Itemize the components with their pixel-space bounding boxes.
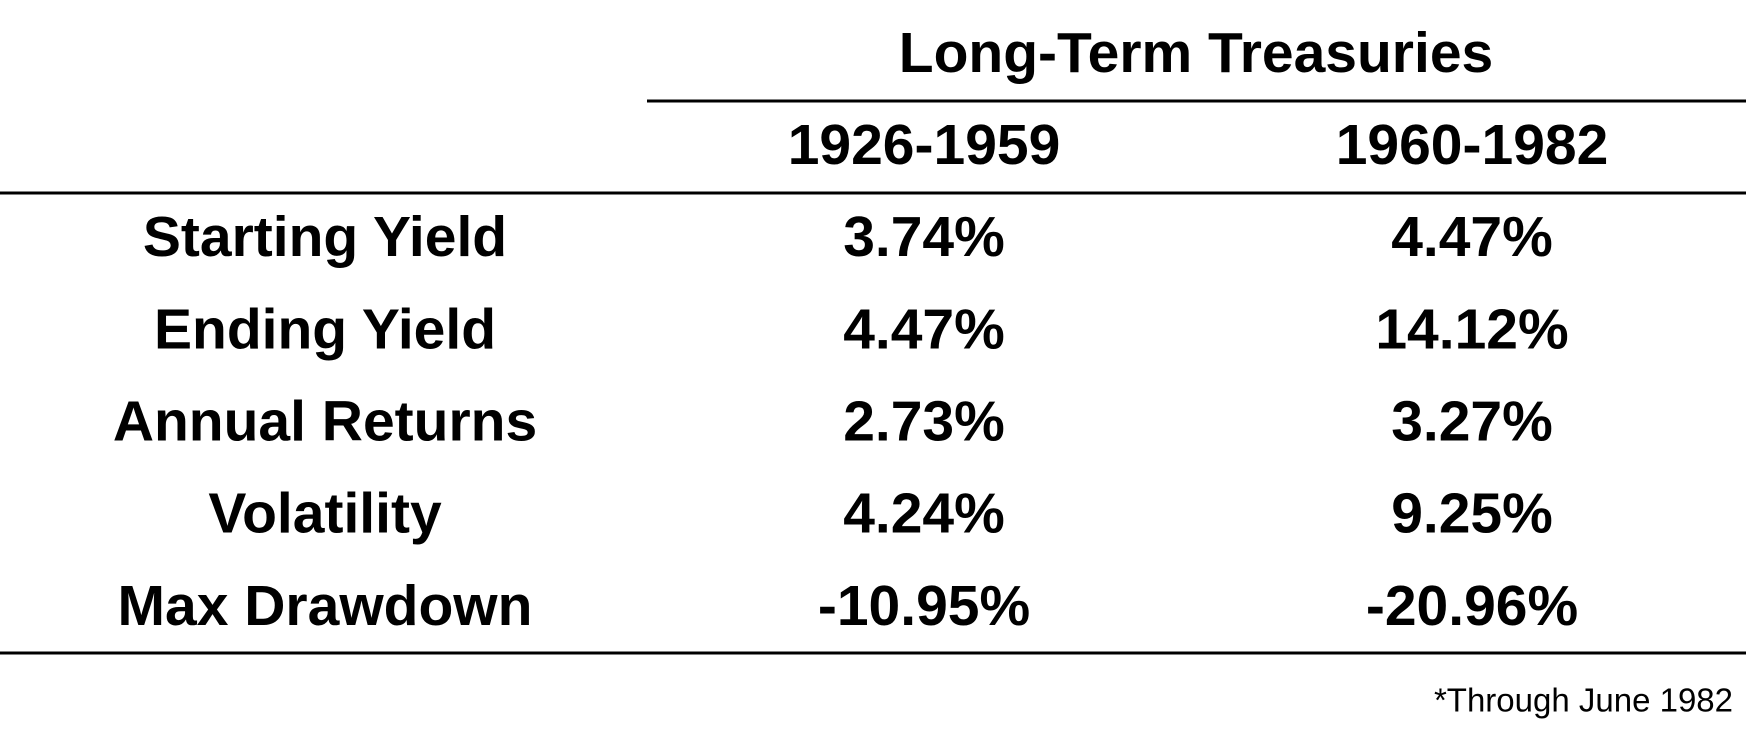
cell-value: -10.95% (818, 574, 1030, 638)
cell-value: 14.12% (1375, 297, 1568, 361)
row-label: Ending Yield (154, 297, 496, 361)
cell-value: 2.73% (843, 389, 1005, 453)
column-header: 1960-1982 (1336, 113, 1609, 177)
cell-value: 9.25% (1391, 482, 1553, 546)
cell-value: -20.96% (1366, 574, 1578, 638)
cell-value: 3.27% (1391, 389, 1553, 453)
row-label: Annual Returns (113, 389, 537, 453)
cell-value: 4.24% (843, 482, 1005, 546)
table-title: Long-Term Treasuries (899, 21, 1493, 85)
row-label: Volatility (208, 482, 442, 546)
row-label: Starting Yield (143, 205, 507, 269)
footnote: *Through June 1982 (1434, 682, 1733, 719)
cell-value: 4.47% (1391, 205, 1553, 269)
column-header: 1926-1959 (788, 113, 1061, 177)
cell-value: 3.74% (843, 205, 1005, 269)
cell-value: 4.47% (843, 297, 1005, 361)
row-label: Max Drawdown (118, 574, 533, 638)
